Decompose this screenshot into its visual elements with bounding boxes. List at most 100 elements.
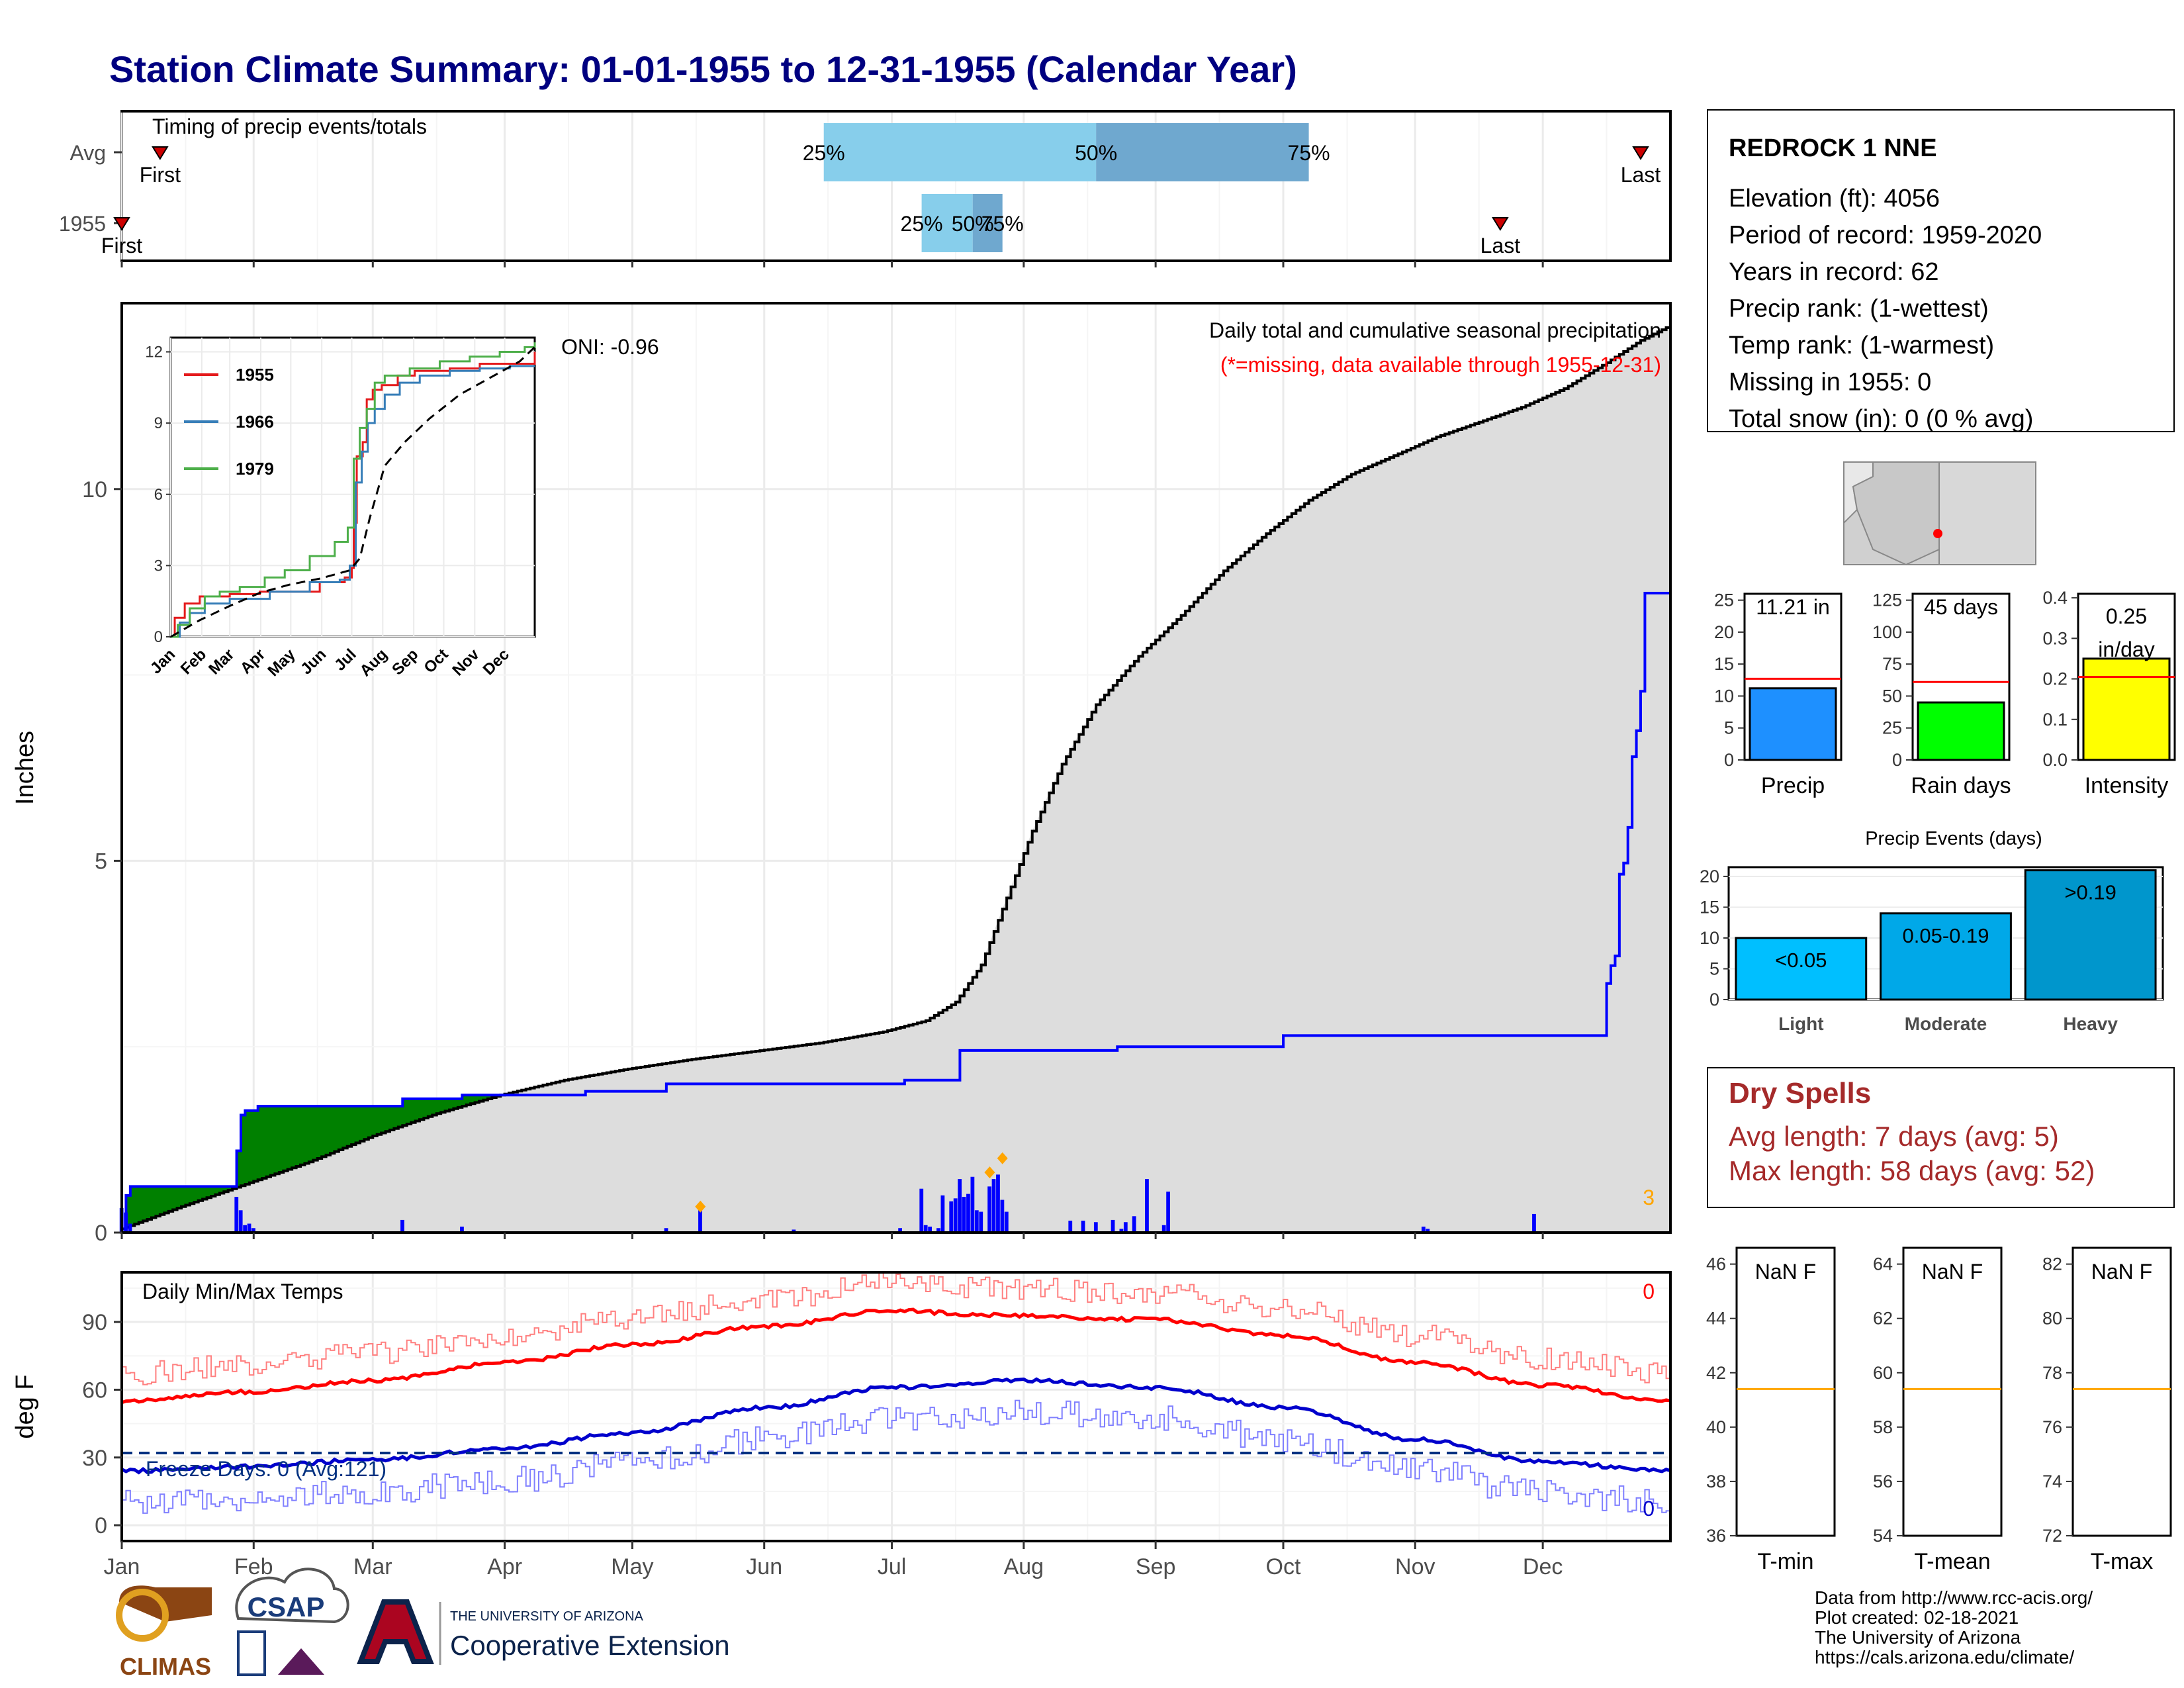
month-label: Dec	[1523, 1554, 1563, 1579]
inset-frame	[169, 336, 536, 638]
above-average-fill	[304, 1106, 310, 1164]
precip-ytick-label: 10	[1714, 686, 1734, 706]
above-average-fill	[177, 1186, 182, 1209]
above-average-fill	[330, 1106, 336, 1154]
daily-precip-bar	[460, 1227, 464, 1233]
precip-legend-title: Daily total and cumulative seasonal prec…	[1209, 318, 1661, 342]
daily-precip-bar	[928, 1227, 932, 1233]
csap-cloud	[235, 1568, 349, 1624]
events-bar-label: 0.05-0.19	[1903, 924, 1989, 947]
above-average-fill	[219, 1186, 224, 1194]
dry-spells-avg: Avg length: 7 days (avg: 5)	[1729, 1121, 2059, 1152]
above-average-fill	[189, 1186, 195, 1204]
month-label: Sep	[1136, 1554, 1176, 1579]
above-average-fill	[373, 1106, 378, 1136]
daily-precip-bar	[1161, 1225, 1166, 1233]
above-average-fill	[292, 1106, 297, 1168]
above-average-fill	[390, 1106, 395, 1130]
daily-precip-bar	[1111, 1219, 1115, 1233]
observed-min-line	[122, 1399, 1671, 1514]
daily-precip-bar	[400, 1219, 404, 1233]
temp-box-label: T-max	[2091, 1549, 2153, 1574]
above-average-fill	[449, 1098, 455, 1110]
timing-p75-label: 75%	[981, 212, 1024, 236]
timing-row-label: 1955	[59, 212, 106, 236]
raindays-ytick-label: 50	[1882, 686, 1902, 706]
daily-precip-bar	[1426, 1229, 1430, 1233]
events-category-label: Light	[1778, 1013, 1823, 1034]
temp-title: Daily Min/Max Temps	[142, 1280, 343, 1303]
station-detail-line: Period of record: 1959-2020	[1729, 222, 2042, 250]
credit-line: Plot created: 02-18-2021	[1815, 1607, 2019, 1628]
above-average-fill	[445, 1098, 450, 1111]
daily-precip-bar	[238, 1210, 243, 1233]
precip-ytick-label: 10	[82, 477, 107, 502]
station-detail-line: Temp rank: (1-warmest)	[1729, 332, 1994, 359]
above-average-fill	[411, 1098, 416, 1123]
precip-ytick-label: 0	[1724, 750, 1734, 770]
raindays-ytick-label: 0	[1892, 750, 1902, 770]
temp-box-ytick-label: 40	[1706, 1417, 1726, 1437]
daily-precip-bar	[991, 1179, 996, 1233]
summary-bar-charts: 0 5 10 15 20 25 11.21 in Precip 0 25 50 75 100 125 45 …	[1714, 588, 2176, 798]
above-average-fill	[279, 1106, 284, 1173]
ua-small-text: THE UNIVERSITY OF ARIZONA	[450, 1609, 644, 1624]
above-average-fill	[368, 1106, 373, 1138]
above-average-fill	[211, 1186, 216, 1196]
last-marker	[1632, 146, 1649, 160]
inset-ytick-label: 12	[145, 344, 163, 361]
events-ytick-label: 0	[1709, 990, 1719, 1009]
inset-legend-label: 1955	[236, 365, 274, 385]
daily-precip-bar	[664, 1228, 668, 1233]
above-average-fill	[126, 1195, 131, 1227]
above-average-fill	[283, 1106, 289, 1171]
daily-precip-bar	[996, 1174, 1000, 1233]
first-label: First	[140, 163, 181, 187]
temp-box-frame	[1902, 1246, 2003, 1537]
intensity-ytick-label: 0.1	[2042, 710, 2068, 729]
temp-box-value: NaN F	[1755, 1260, 1816, 1284]
month-label: Apr	[487, 1554, 522, 1579]
above-average-fill	[257, 1106, 263, 1180]
above-average-fill	[181, 1186, 187, 1207]
raindays-ytick-label: 25	[1882, 718, 1902, 738]
above-average-fill	[394, 1106, 399, 1129]
precip-corner-count: 3	[1643, 1186, 1655, 1209]
temp-plot-area	[122, 1272, 1670, 1541]
precip-ylabel: Inches	[11, 731, 39, 805]
intensity-value-text: 0.25	[2106, 604, 2147, 628]
ua-a-mark	[357, 1599, 434, 1664]
timing-bar-25-50	[921, 194, 973, 252]
dry-spells-title: Dry Spells	[1729, 1077, 1871, 1109]
temperature-summary-boxes: NaN F 36 38 40 42 44 46 T-min NaN F 54 56 58 60 62 64 T…	[1706, 1246, 2172, 1574]
above-average-fill	[322, 1106, 327, 1157]
station-details: Elevation (ft): 4056 Period of record: 19…	[1729, 185, 2042, 433]
temp-box-ytick-label: 42	[1706, 1363, 1726, 1383]
above-average-fill	[436, 1098, 441, 1114]
above-average-fill	[308, 1106, 314, 1162]
above-average-fill	[198, 1186, 203, 1201]
temp-box-ytick-label: 76	[2042, 1417, 2062, 1437]
above-average-fill	[475, 1095, 480, 1103]
daily-precip-bar	[1000, 1199, 1005, 1233]
month-label: Jul	[878, 1554, 906, 1579]
above-average-fill	[245, 1110, 250, 1184]
temp-box-ytick-label: 64	[1873, 1254, 1893, 1274]
temp-box-value: NaN F	[2091, 1260, 2152, 1284]
daily-precip-bar	[251, 1228, 255, 1233]
precip-events-chart: Precip Events (days) 0 5 10 15 20 <0.05 Light 0.…	[1700, 828, 2164, 1034]
first-label: First	[101, 234, 142, 258]
temp-box-ytick-label: 74	[2042, 1472, 2062, 1491]
daily-precip-bar	[1123, 1222, 1128, 1233]
above-average-fill	[457, 1098, 463, 1107]
climas-logo: CLIMAS	[116, 1585, 212, 1680]
month-label: Jan	[104, 1554, 140, 1579]
map-region-east	[1938, 461, 2036, 565]
csap-mountain	[278, 1648, 324, 1675]
above-average-fill	[134, 1186, 140, 1225]
above-average-fill	[487, 1095, 492, 1099]
timing-p75-label: 75%	[1288, 141, 1330, 165]
events-category-label: Moderate	[1905, 1013, 1987, 1034]
temp-box-ytick-label: 72	[2042, 1526, 2062, 1546]
